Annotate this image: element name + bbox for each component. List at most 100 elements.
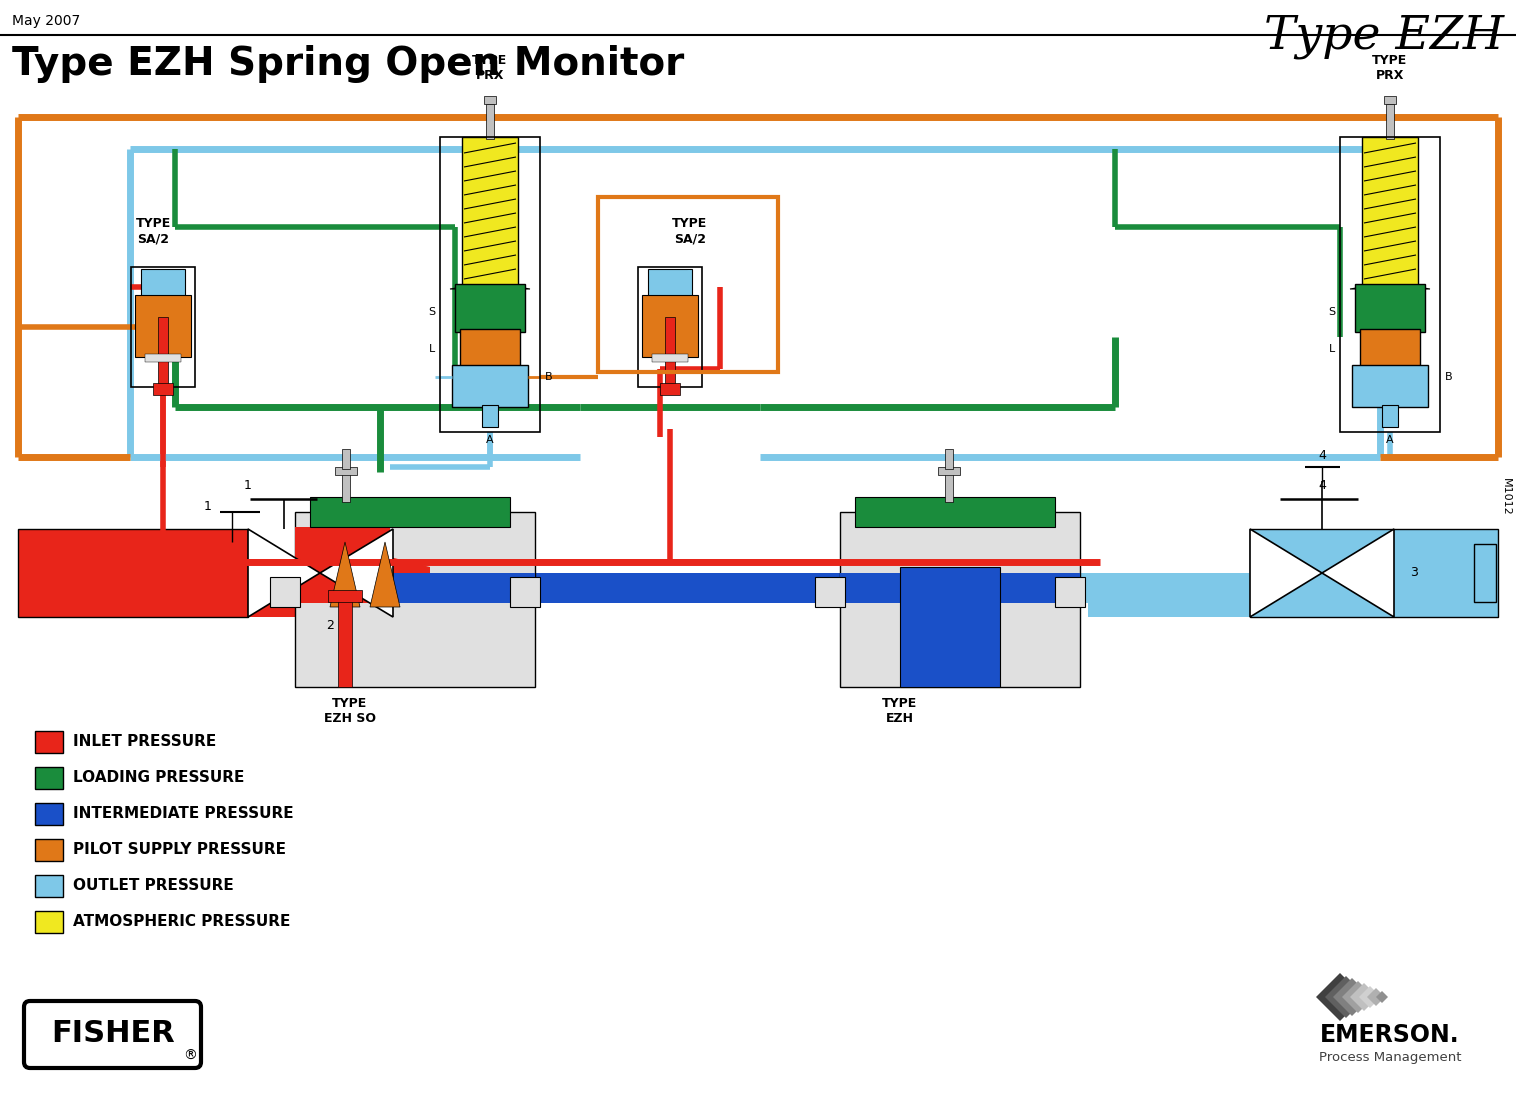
Polygon shape	[249, 557, 340, 617]
Polygon shape	[1322, 529, 1395, 617]
Bar	[130, 267, 196, 386]
Bar	[647, 269, 691, 297]
Bar	[944, 449, 954, 469]
Text: Type EZH: Type EZH	[1264, 15, 1504, 59]
Text: S: S	[428, 307, 435, 317]
Bar	[335, 467, 356, 475]
Text: TYPE
EZH SO: TYPE EZH SO	[324, 697, 376, 725]
Polygon shape	[1367, 989, 1386, 1006]
Text: INLET PRESSURE: INLET PRESSURE	[73, 735, 217, 750]
Bar	[638, 267, 702, 386]
Bar	[840, 573, 1079, 603]
Bar	[901, 567, 1001, 687]
Bar	[855, 497, 1055, 527]
Bar	[146, 354, 180, 362]
Text: EMERSON.: EMERSON.	[1320, 1023, 1460, 1047]
Bar	[141, 269, 185, 297]
Bar	[944, 472, 954, 502]
Bar	[459, 330, 520, 367]
Bar	[18, 529, 249, 617]
Bar	[816, 577, 844, 607]
Bar	[1251, 529, 1498, 617]
Polygon shape	[1342, 981, 1373, 1013]
Polygon shape	[249, 529, 320, 617]
Bar	[35, 731, 64, 753]
Bar	[35, 875, 64, 897]
Bar	[484, 96, 496, 104]
Text: TYPE
SA/2: TYPE SA/2	[673, 217, 708, 245]
Bar	[338, 596, 352, 687]
Text: B: B	[1445, 372, 1452, 382]
Text: INTERMEDIATE PRESSURE: INTERMEDIATE PRESSURE	[73, 806, 294, 821]
Bar	[1355, 284, 1425, 332]
Bar	[296, 512, 535, 687]
Bar	[455, 284, 525, 332]
Bar	[309, 497, 509, 527]
FancyBboxPatch shape	[24, 1001, 202, 1068]
Polygon shape	[450, 287, 531, 289]
Text: L: L	[429, 344, 435, 354]
Text: TYPE
SA/2: TYPE SA/2	[135, 217, 171, 245]
Text: PILOT SUPPLY PRESSURE: PILOT SUPPLY PRESSURE	[73, 842, 287, 858]
Bar	[440, 137, 540, 432]
Bar	[1360, 330, 1420, 367]
Polygon shape	[390, 573, 535, 603]
Text: 2: 2	[326, 619, 334, 632]
Text: M1012: M1012	[1501, 478, 1511, 516]
Bar	[35, 803, 64, 825]
Text: TYPE
EZH: TYPE EZH	[882, 697, 917, 725]
Bar	[1088, 573, 1254, 617]
Text: Type EZH Spring Open Monitor: Type EZH Spring Open Monitor	[12, 45, 684, 83]
Bar	[270, 577, 300, 607]
Text: OUTLET PRESSURE: OUTLET PRESSURE	[73, 878, 233, 894]
Text: 4: 4	[1317, 479, 1326, 491]
Text: 1: 1	[205, 500, 212, 514]
Bar	[1386, 104, 1395, 139]
Text: A: A	[1386, 435, 1393, 445]
Polygon shape	[1333, 978, 1370, 1016]
Polygon shape	[296, 527, 390, 603]
Text: FISHER: FISHER	[52, 1020, 174, 1049]
Text: TYPE
PRX: TYPE PRX	[1372, 54, 1408, 82]
Bar	[343, 449, 350, 469]
Bar	[327, 590, 362, 602]
Text: 4: 4	[1317, 449, 1326, 462]
Text: 3: 3	[1410, 566, 1417, 580]
Bar	[462, 137, 518, 287]
Polygon shape	[320, 529, 393, 617]
Bar	[135, 295, 191, 357]
Text: B: B	[544, 372, 553, 382]
Bar	[920, 573, 1251, 603]
Bar	[482, 405, 497, 427]
Bar	[641, 295, 697, 357]
Text: S: S	[1328, 307, 1336, 317]
Polygon shape	[1351, 287, 1430, 289]
Text: LOADING PRESSURE: LOADING PRESSURE	[73, 771, 244, 785]
Text: ATMOSPHERIC PRESSURE: ATMOSPHERIC PRESSURE	[73, 915, 291, 929]
Bar	[487, 104, 494, 139]
Polygon shape	[374, 557, 431, 603]
Bar	[1384, 96, 1396, 104]
Bar	[659, 383, 681, 395]
Bar	[652, 354, 688, 362]
Bar	[431, 573, 1129, 603]
Bar	[1352, 365, 1428, 407]
Polygon shape	[1358, 986, 1381, 1008]
Bar	[1340, 137, 1440, 432]
Bar	[938, 467, 960, 475]
Polygon shape	[1351, 983, 1378, 1011]
Polygon shape	[1325, 976, 1367, 1018]
Bar	[1361, 137, 1417, 287]
Polygon shape	[1251, 529, 1322, 617]
Bar	[840, 512, 1079, 687]
Bar	[509, 577, 540, 607]
Bar	[1055, 577, 1085, 607]
Text: 1: 1	[244, 479, 252, 491]
Bar	[1383, 405, 1398, 427]
Text: L: L	[1328, 344, 1336, 354]
Text: A: A	[487, 435, 494, 445]
Bar	[35, 911, 64, 933]
Text: ®: ®	[183, 1049, 197, 1063]
Polygon shape	[1377, 991, 1389, 1003]
Bar	[1474, 544, 1496, 602]
